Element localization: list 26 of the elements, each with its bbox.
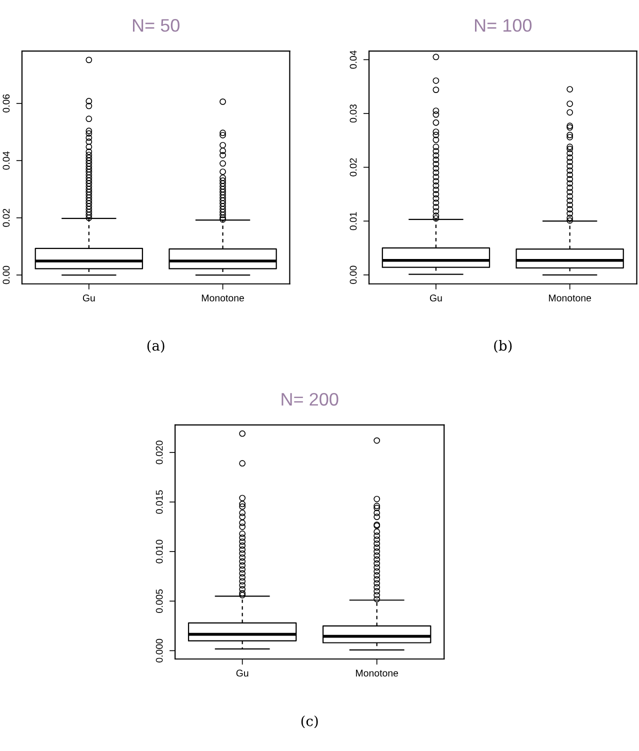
- chart-title: N= 200: [282, 392, 338, 406]
- y-tick-label: 0.00: [350, 266, 357, 284]
- x-tick-label: Gu: [430, 294, 442, 302]
- x-tick-label: Monotone: [202, 294, 244, 302]
- y-tick-label: 0.02: [2, 208, 10, 227]
- chart-title: N= 100: [475, 19, 532, 32]
- chart-title: N= 50: [132, 19, 180, 32]
- y-tick-label: 0.00: [2, 266, 10, 284]
- text: (a): [147, 340, 164, 353]
- x-tick-label: Monotone: [356, 670, 398, 677]
- y-tick-label: 0.04: [350, 50, 357, 69]
- y-tick-label: 0.010: [156, 540, 163, 564]
- x-tick-label: Gu: [82, 294, 95, 302]
- x-tick-label: Monotone: [549, 294, 592, 302]
- x-tick-label: Gu: [236, 670, 248, 677]
- y-tick-label: 0.015: [156, 490, 163, 514]
- y-tick-label: 0.04: [2, 151, 10, 170]
- y-tick-label: 0.01: [350, 212, 357, 230]
- y-tick-label: 0.02: [350, 158, 357, 176]
- y-tick-label: 0.06: [2, 94, 10, 112]
- y-tick-label: 0.020: [156, 440, 163, 464]
- text: (b): [494, 340, 512, 353]
- text: (c): [301, 715, 318, 728]
- y-tick-label: 0.000: [156, 638, 163, 662]
- y-tick-label: 0.005: [156, 589, 163, 613]
- y-tick-label: 0.03: [350, 104, 357, 123]
